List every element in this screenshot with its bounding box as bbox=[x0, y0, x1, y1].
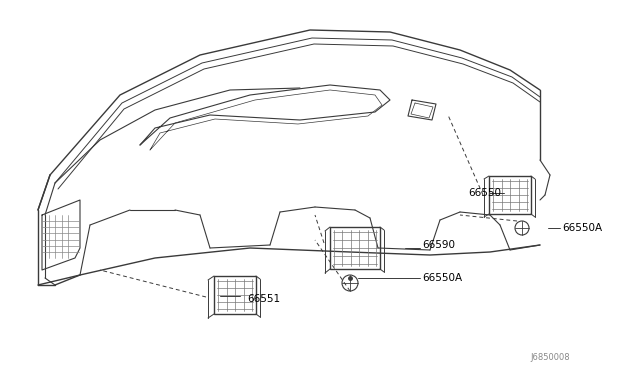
Text: J6850008: J6850008 bbox=[530, 353, 570, 362]
Text: 66550A: 66550A bbox=[562, 223, 602, 233]
Text: 66551: 66551 bbox=[247, 294, 280, 304]
Text: 66550: 66550 bbox=[468, 188, 501, 198]
Text: 66590: 66590 bbox=[422, 240, 455, 250]
Text: 66550A: 66550A bbox=[422, 273, 462, 283]
